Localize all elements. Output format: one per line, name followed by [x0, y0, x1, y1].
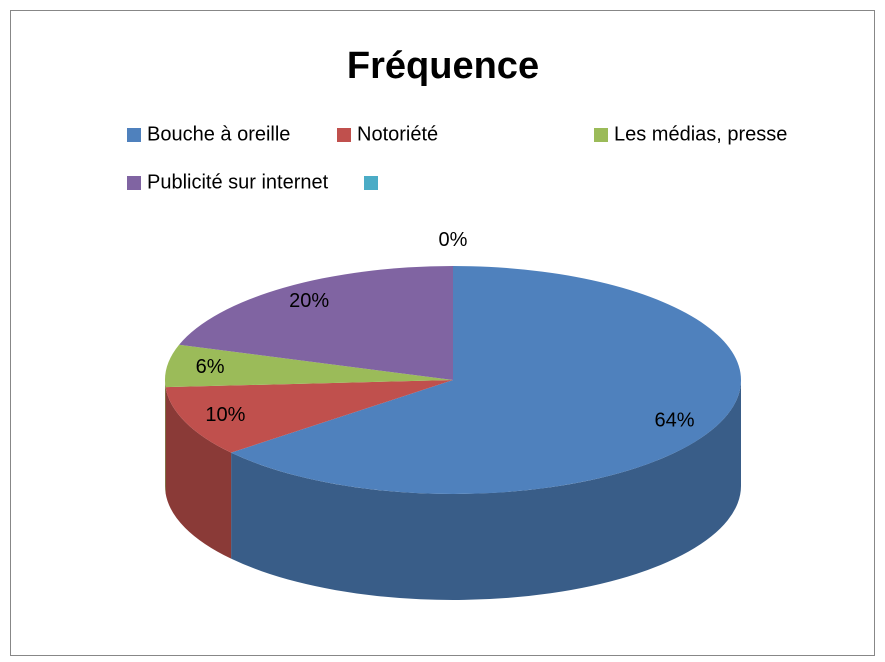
pie-side [231, 380, 741, 600]
pie-side [165, 380, 166, 494]
data-label: 0% [439, 229, 468, 251]
legend-label: Notoriété [357, 123, 438, 145]
data-label: 10% [205, 404, 245, 426]
legend-swatch [337, 128, 351, 142]
pie-slice [165, 344, 454, 388]
pie-slice [165, 380, 453, 453]
legend-swatch [127, 176, 141, 190]
pie-slice [231, 266, 741, 495]
pie-side [165, 387, 232, 559]
legend-swatch [127, 128, 141, 142]
legend-swatch [364, 176, 378, 190]
data-label: 20% [289, 290, 329, 312]
data-label: 64% [654, 410, 694, 432]
pie-slice [179, 266, 454, 380]
data-label: 6% [196, 356, 225, 378]
chart-title: Fréquence [347, 45, 539, 87]
legend-swatch [594, 128, 608, 142]
legend-label: Les médias, presse [614, 123, 787, 145]
legend-label: Publicité sur internet [147, 171, 329, 193]
legend-label: Bouche à oreille [147, 123, 290, 145]
